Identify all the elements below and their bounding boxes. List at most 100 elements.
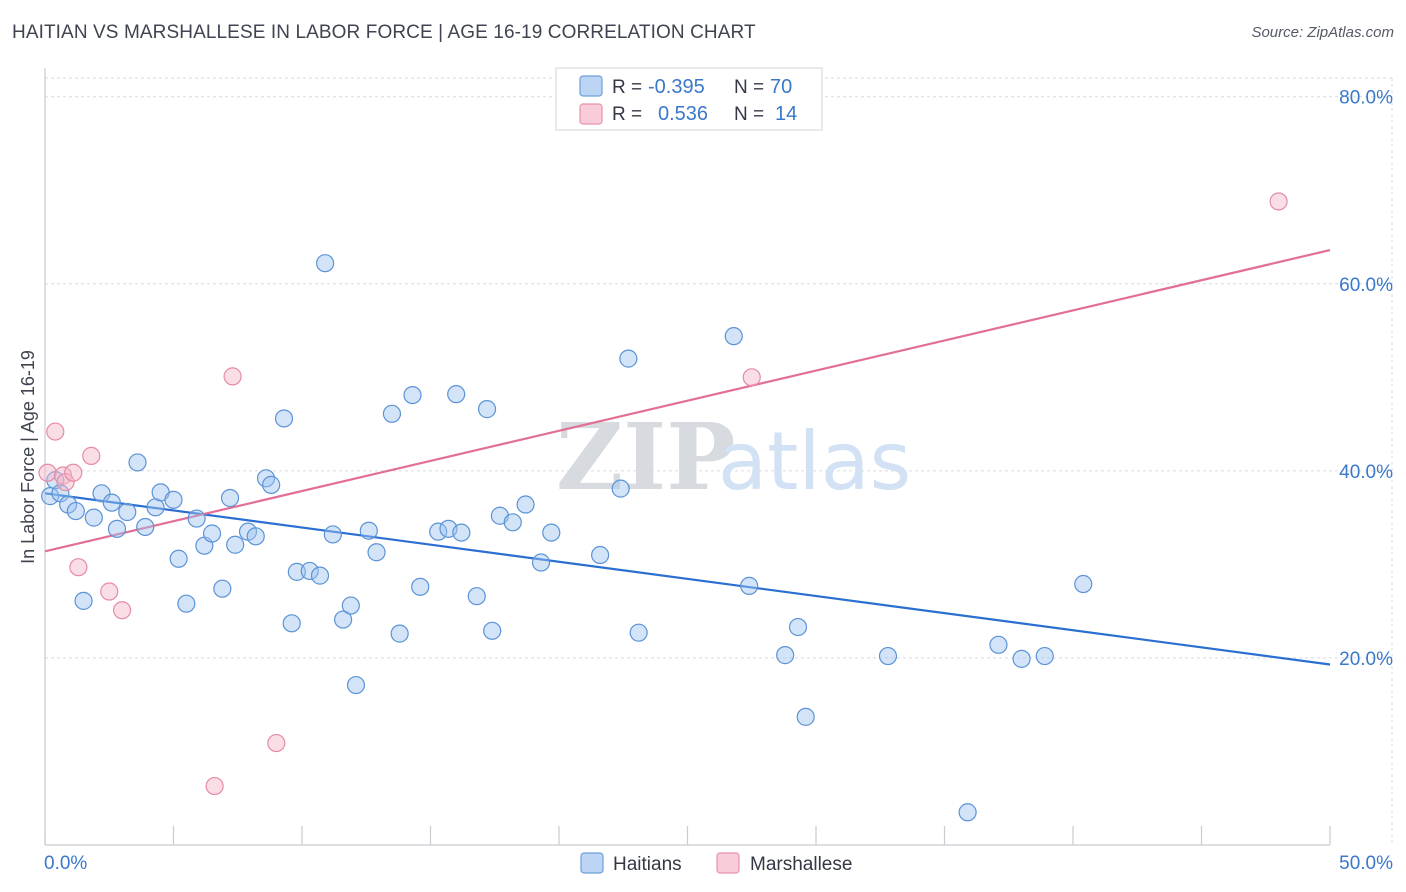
haitians-point xyxy=(177,594,196,613)
watermark-zip: ZIP xyxy=(556,403,735,511)
haitians-point xyxy=(310,566,330,585)
haitians-point xyxy=(429,522,448,541)
haitians-point xyxy=(316,254,335,273)
watermark-atlas: atlas xyxy=(718,415,911,508)
haitians-point xyxy=(84,508,103,527)
haitians-point xyxy=(1012,649,1031,668)
haitians-point xyxy=(74,591,93,610)
trend-lines xyxy=(44,249,1331,666)
haitians-point xyxy=(274,409,294,428)
haitians-point xyxy=(262,475,281,494)
y-tick-label: 80.0% xyxy=(1339,88,1393,109)
haitians-point xyxy=(367,543,386,562)
series-legend: Haitians Marshallese xyxy=(580,852,852,875)
haitians-point xyxy=(282,614,301,633)
marshallese-n-label: N = xyxy=(734,104,769,125)
haitians-trend-line xyxy=(44,492,1331,666)
haitians-point xyxy=(226,535,245,554)
haitians-point xyxy=(796,707,815,726)
haitians-point xyxy=(724,327,743,346)
haitians-point xyxy=(619,349,638,368)
haitians-point xyxy=(878,646,898,666)
haitians-point xyxy=(1074,574,1093,594)
legend-haitians-swatch xyxy=(580,852,604,874)
chart-title: HAITIAN VS MARSHALLESE IN LABOR FORCE | … xyxy=(12,22,756,43)
haitians-point xyxy=(169,549,188,568)
haitians-point xyxy=(447,385,466,404)
haitians-point xyxy=(187,509,206,528)
haitians-n-label: N = xyxy=(734,77,769,98)
haitians-point xyxy=(136,517,155,537)
haitians-point xyxy=(591,545,610,565)
source-label: Source: ZipAtlas.com xyxy=(1251,24,1394,41)
y-tick-label: 20.0% xyxy=(1339,649,1393,670)
tick-labels: 20.0% 40.0% 60.0% 80.0% 0.0% 50.0% xyxy=(44,88,1393,874)
haitians-point xyxy=(346,675,366,695)
y-axis-label: In Labor Force | Age 16-19 xyxy=(18,350,38,564)
haitians-point xyxy=(287,562,306,581)
watermark: ZIP atlas xyxy=(556,403,911,511)
haitians-point xyxy=(467,587,486,606)
y-tick-label: 40.0% xyxy=(1339,462,1393,483)
haitians-point xyxy=(202,524,222,543)
haitians-point xyxy=(102,493,121,512)
haitians-point xyxy=(516,495,535,514)
haitians-point xyxy=(341,596,360,615)
haitians-r-label: R = xyxy=(612,77,647,98)
haitians-point xyxy=(403,385,422,405)
haitians-point xyxy=(611,479,630,498)
x-tick-label: 50.0% xyxy=(1339,853,1393,874)
marshallese-point xyxy=(64,463,83,482)
haitians-point xyxy=(452,523,471,542)
marshallese-n-value: 14 xyxy=(775,103,797,125)
haitians-swatch xyxy=(579,75,603,97)
haitians-point xyxy=(66,501,85,521)
marshallese-point xyxy=(205,776,224,796)
haitians-point xyxy=(542,523,561,542)
haitians-point xyxy=(92,484,111,503)
haitians-point xyxy=(477,400,497,419)
haitians-point xyxy=(246,527,265,546)
marshallese-point xyxy=(267,733,286,753)
marshallese-point xyxy=(38,463,57,482)
marshallese-point xyxy=(223,367,242,386)
marshallese-point xyxy=(46,422,65,441)
marshallese-point xyxy=(1269,192,1288,211)
x-tick-label: 0.0% xyxy=(44,853,87,874)
haitians-point xyxy=(334,610,353,629)
haitians-point xyxy=(323,525,342,544)
stats-legend: R = -0.395 N = 70 R = 0.536 N = 14 xyxy=(555,67,823,131)
marshallese-r-value: 0.536 xyxy=(658,103,708,125)
marshallese-point xyxy=(82,446,101,465)
axes xyxy=(44,68,1331,846)
legend-marshallese-label: Marshallese xyxy=(750,854,852,875)
haitians-point xyxy=(411,577,430,596)
haitians-point xyxy=(1035,646,1054,666)
legend-haitians-label: Haitians xyxy=(613,854,682,875)
haitians-point xyxy=(359,521,378,540)
haitians-point xyxy=(776,646,795,665)
haitians-point xyxy=(531,553,551,572)
legend-marshallese-swatch xyxy=(716,852,740,874)
haitians-point xyxy=(118,502,137,522)
haitians-point xyxy=(788,617,808,637)
marshallese-trend-line xyxy=(44,249,1331,553)
marshallese-point xyxy=(69,558,88,577)
marshallese-point xyxy=(742,368,761,387)
y-tick-label: 60.0% xyxy=(1339,275,1393,296)
haitians-point xyxy=(740,576,759,596)
haitians-point xyxy=(213,579,232,598)
haitians-point xyxy=(629,623,648,642)
marshallese-point xyxy=(56,472,75,492)
haitians-point xyxy=(107,519,127,538)
marshallese-r-label: R = xyxy=(612,104,647,125)
haitians-point xyxy=(989,635,1008,654)
haitians-n-value: 70 xyxy=(770,76,792,98)
haitians-point xyxy=(958,803,977,822)
haitians-point xyxy=(128,453,147,472)
marshallese-point xyxy=(112,601,132,620)
haitians-point xyxy=(300,561,319,581)
haitians-point xyxy=(164,490,183,509)
haitians-point xyxy=(390,624,409,643)
